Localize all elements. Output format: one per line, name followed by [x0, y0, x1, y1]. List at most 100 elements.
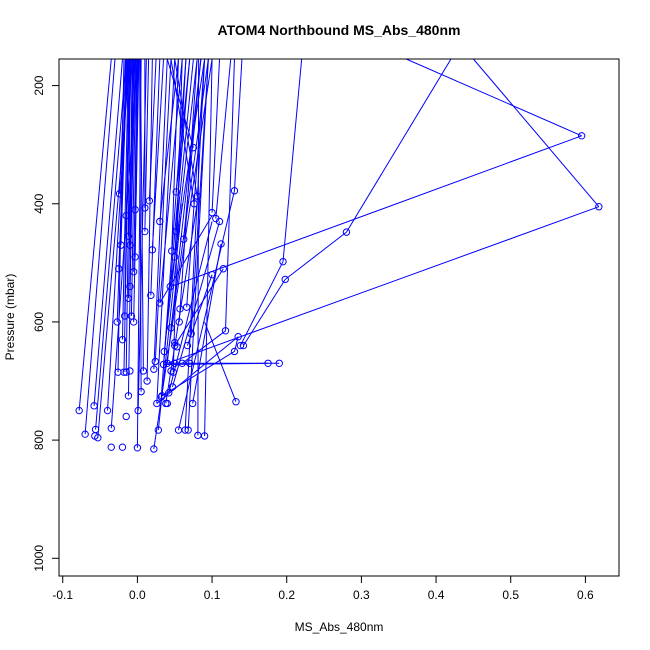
- data-point: [156, 217, 164, 226]
- x-tick-label: 0.1: [204, 588, 221, 602]
- series-line: [184, 59, 206, 431]
- data-point: [219, 265, 227, 273]
- data-point: [103, 406, 112, 415]
- series-line: [163, 59, 191, 365]
- series-line: [243, 279, 286, 346]
- series-line: [174, 268, 224, 346]
- data-point: [181, 426, 189, 434]
- data-point: [215, 217, 224, 226]
- data-point: [118, 443, 127, 451]
- series-line: [159, 215, 213, 304]
- data-point: [141, 227, 149, 236]
- series-line: [95, 59, 127, 430]
- series-line: [405, 59, 582, 137]
- x-tick-label: 0.0: [129, 588, 146, 602]
- data-point: [158, 392, 166, 400]
- series-line: [121, 59, 129, 340]
- series-line: [204, 59, 213, 436]
- data-point: [168, 383, 177, 391]
- series-line: [150, 59, 161, 296]
- series-line: [170, 59, 195, 204]
- series-line: [187, 59, 209, 431]
- data-point: [129, 268, 138, 276]
- series-line: [233, 59, 243, 191]
- data-layer: [75, 59, 603, 453]
- data-point: [134, 406, 142, 415]
- series-line: [282, 59, 303, 262]
- data-point: [159, 360, 168, 369]
- data-point: [264, 359, 272, 367]
- series-line: [183, 59, 202, 240]
- series-line: [161, 351, 235, 397]
- data-point: [165, 389, 173, 397]
- series-line: [156, 336, 239, 404]
- data-point: [189, 143, 198, 152]
- data-point: [577, 132, 586, 140]
- data-point: [141, 204, 149, 212]
- data-point: [171, 338, 179, 347]
- data-point: [217, 240, 225, 248]
- chart-title: ATOM4 Northbound MS_Abs_480nm: [218, 22, 461, 38]
- series-line: [167, 206, 600, 364]
- series-line: [93, 59, 123, 406]
- data-point: [182, 303, 191, 311]
- data-point: [126, 282, 134, 291]
- series-line: [186, 59, 206, 308]
- data-point: [115, 265, 123, 273]
- data-point: [153, 399, 161, 408]
- data-point: [175, 318, 183, 326]
- series-line: [171, 59, 179, 252]
- data-point: [133, 444, 142, 452]
- series-line: [154, 59, 172, 362]
- series-line: [130, 59, 137, 317]
- data-point: [179, 235, 188, 243]
- y-tick-label: 1000: [32, 545, 46, 572]
- data-point: [145, 197, 154, 205]
- y-axis-label: Pressure (mbar): [3, 274, 17, 361]
- series-line: [125, 59, 132, 216]
- data-point: [232, 397, 240, 406]
- series-line: [134, 59, 139, 257]
- data-point: [185, 359, 194, 367]
- series-line: [170, 135, 582, 287]
- x-tick-label: 0.4: [428, 588, 445, 602]
- data-point: [150, 445, 158, 453]
- data-point: [190, 200, 198, 208]
- data-point: [167, 324, 175, 332]
- data-point: [160, 347, 168, 356]
- data-point: [208, 270, 216, 279]
- data-point: [168, 247, 176, 255]
- series-line: [84, 59, 116, 435]
- data-point: [75, 406, 83, 415]
- data-point: [171, 359, 179, 367]
- series-line: [144, 59, 150, 232]
- data-point: [126, 241, 134, 249]
- data-point: [234, 333, 242, 341]
- series-line: [151, 59, 165, 250]
- data-point: [148, 246, 157, 254]
- data-point: [239, 341, 248, 350]
- data-point: [122, 211, 130, 220]
- data-point: [236, 341, 245, 350]
- data-point: [115, 190, 124, 198]
- series-line: [134, 59, 138, 210]
- series-line: [166, 59, 194, 148]
- x-tick-label: 0.5: [502, 588, 519, 602]
- data-point: [163, 359, 171, 367]
- data-point: [172, 227, 180, 236]
- data-point: [176, 305, 184, 313]
- series-line: [120, 59, 128, 246]
- data-point: [143, 377, 151, 385]
- data-point: [129, 318, 138, 326]
- series-line: [211, 59, 221, 213]
- data-point: [126, 367, 134, 375]
- data-point: [183, 341, 192, 350]
- series-line: [148, 59, 157, 201]
- data-point: [122, 368, 130, 376]
- y-tick-label: 600: [32, 312, 46, 332]
- data-point: [150, 365, 158, 373]
- data-point: [90, 402, 98, 410]
- y-axis: 200 400 600 800 1000: [32, 75, 60, 572]
- data-point: [122, 412, 130, 421]
- data-point: [171, 253, 179, 261]
